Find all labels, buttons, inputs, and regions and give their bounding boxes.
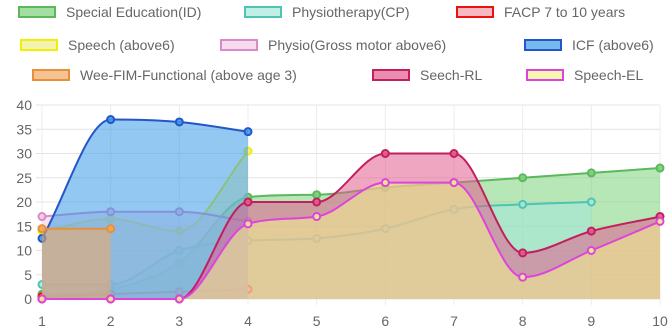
legend-item[interactable]: Speech-EL	[526, 65, 643, 85]
legend-swatch	[18, 6, 56, 18]
x-tick-label: 9	[587, 313, 595, 329]
y-tick-label: 35	[16, 121, 32, 137]
data-point[interactable]	[586, 168, 596, 178]
legend-swatch	[456, 6, 494, 18]
x-tick-label: 6	[381, 313, 389, 329]
x-tick-label: 5	[313, 313, 321, 329]
legend-swatch	[526, 69, 564, 81]
data-point[interactable]	[312, 212, 322, 222]
data-point[interactable]	[449, 149, 459, 158]
data-point[interactable]	[655, 216, 665, 226]
y-tick-label: 20	[16, 194, 32, 210]
legend-label: Speech-EL	[574, 67, 644, 83]
data-point[interactable]	[37, 212, 47, 222]
legend-swatch	[372, 69, 410, 81]
data-point[interactable]	[586, 197, 596, 207]
legend-swatch	[220, 39, 258, 51]
data-point[interactable]	[586, 246, 596, 255]
data-point[interactable]	[380, 149, 390, 158]
legend-label: FACP 7 to 10 years	[504, 4, 626, 20]
x-tick-label: 7	[450, 313, 458, 329]
legend-item[interactable]: Wee-FIM-Functional (above age 3)	[32, 65, 297, 85]
data-point[interactable]	[518, 199, 528, 209]
chart-legend: Special Education(ID) Physiotherapy(CP) FA…	[0, 0, 669, 100]
x-tick-label: 3	[175, 313, 183, 329]
data-point[interactable]	[586, 226, 596, 236]
legend-label: Wee-FIM-Functional (above age 3)	[80, 67, 297, 83]
y-tick-label: 40	[16, 97, 32, 113]
legend-swatch	[524, 39, 562, 51]
data-point[interactable]	[37, 224, 47, 234]
area-fill	[42, 182, 660, 299]
data-point[interactable]	[518, 173, 528, 183]
data-point[interactable]	[243, 127, 253, 137]
x-tick-label: 10	[652, 313, 668, 329]
legend-item[interactable]: Speech (above6)	[20, 35, 175, 55]
x-tick-label: 4	[244, 313, 252, 329]
legend-swatch	[244, 6, 282, 18]
legend-label: Speech (above6)	[68, 37, 175, 53]
y-tick-label: 10	[16, 243, 32, 259]
data-point[interactable]	[655, 163, 665, 173]
legend-item[interactable]: FACP 7 to 10 years	[456, 2, 625, 22]
data-point[interactable]	[106, 224, 116, 234]
data-point[interactable]	[106, 294, 116, 304]
legend-item[interactable]: Special Education(ID)	[18, 2, 201, 22]
data-point[interactable]	[518, 272, 528, 282]
data-point[interactable]	[449, 178, 459, 188]
legend-item[interactable]: ICF (above6)	[524, 35, 654, 55]
data-point[interactable]	[243, 219, 253, 229]
series-line	[42, 181, 661, 301]
y-tick-label: 30	[16, 146, 32, 162]
data-point[interactable]	[174, 294, 184, 304]
legend-label: Physiotherapy(CP)	[292, 4, 410, 20]
series-speech-el	[37, 178, 665, 304]
data-point[interactable]	[312, 197, 322, 207]
legend-swatch	[20, 39, 58, 51]
legend-item[interactable]: Physiotherapy(CP)	[244, 2, 410, 22]
data-point[interactable]	[518, 248, 528, 258]
y-tick-label: 0	[24, 291, 32, 307]
x-tick-label: 8	[519, 313, 527, 329]
legend-swatch	[32, 69, 70, 81]
data-point[interactable]	[174, 117, 184, 127]
legend-label: Physio(Gross motor above6)	[268, 37, 447, 53]
data-point[interactable]	[106, 115, 116, 125]
x-tick-label: 1	[38, 313, 46, 329]
legend-item[interactable]: Seech-RL	[372, 65, 482, 85]
y-tick-label: 5	[24, 267, 32, 283]
data-point[interactable]	[380, 178, 390, 188]
x-tick-label: 2	[107, 313, 115, 329]
data-point[interactable]	[243, 197, 253, 207]
y-tick-label: 15	[16, 218, 32, 234]
data-point[interactable]	[37, 294, 47, 304]
y-tick-label: 25	[16, 170, 32, 186]
series-wee-fim-functional-above-age-3	[37, 224, 116, 299]
legend-item[interactable]: Physio(Gross motor above6)	[220, 35, 446, 55]
area-fill	[42, 228, 111, 299]
legend-label: Seech-RL	[420, 67, 483, 83]
legend-label: ICF (above6)	[572, 37, 654, 53]
series-line	[41, 118, 249, 239]
legend-label: Special Education(ID)	[66, 4, 202, 20]
data-point[interactable]	[312, 190, 322, 200]
